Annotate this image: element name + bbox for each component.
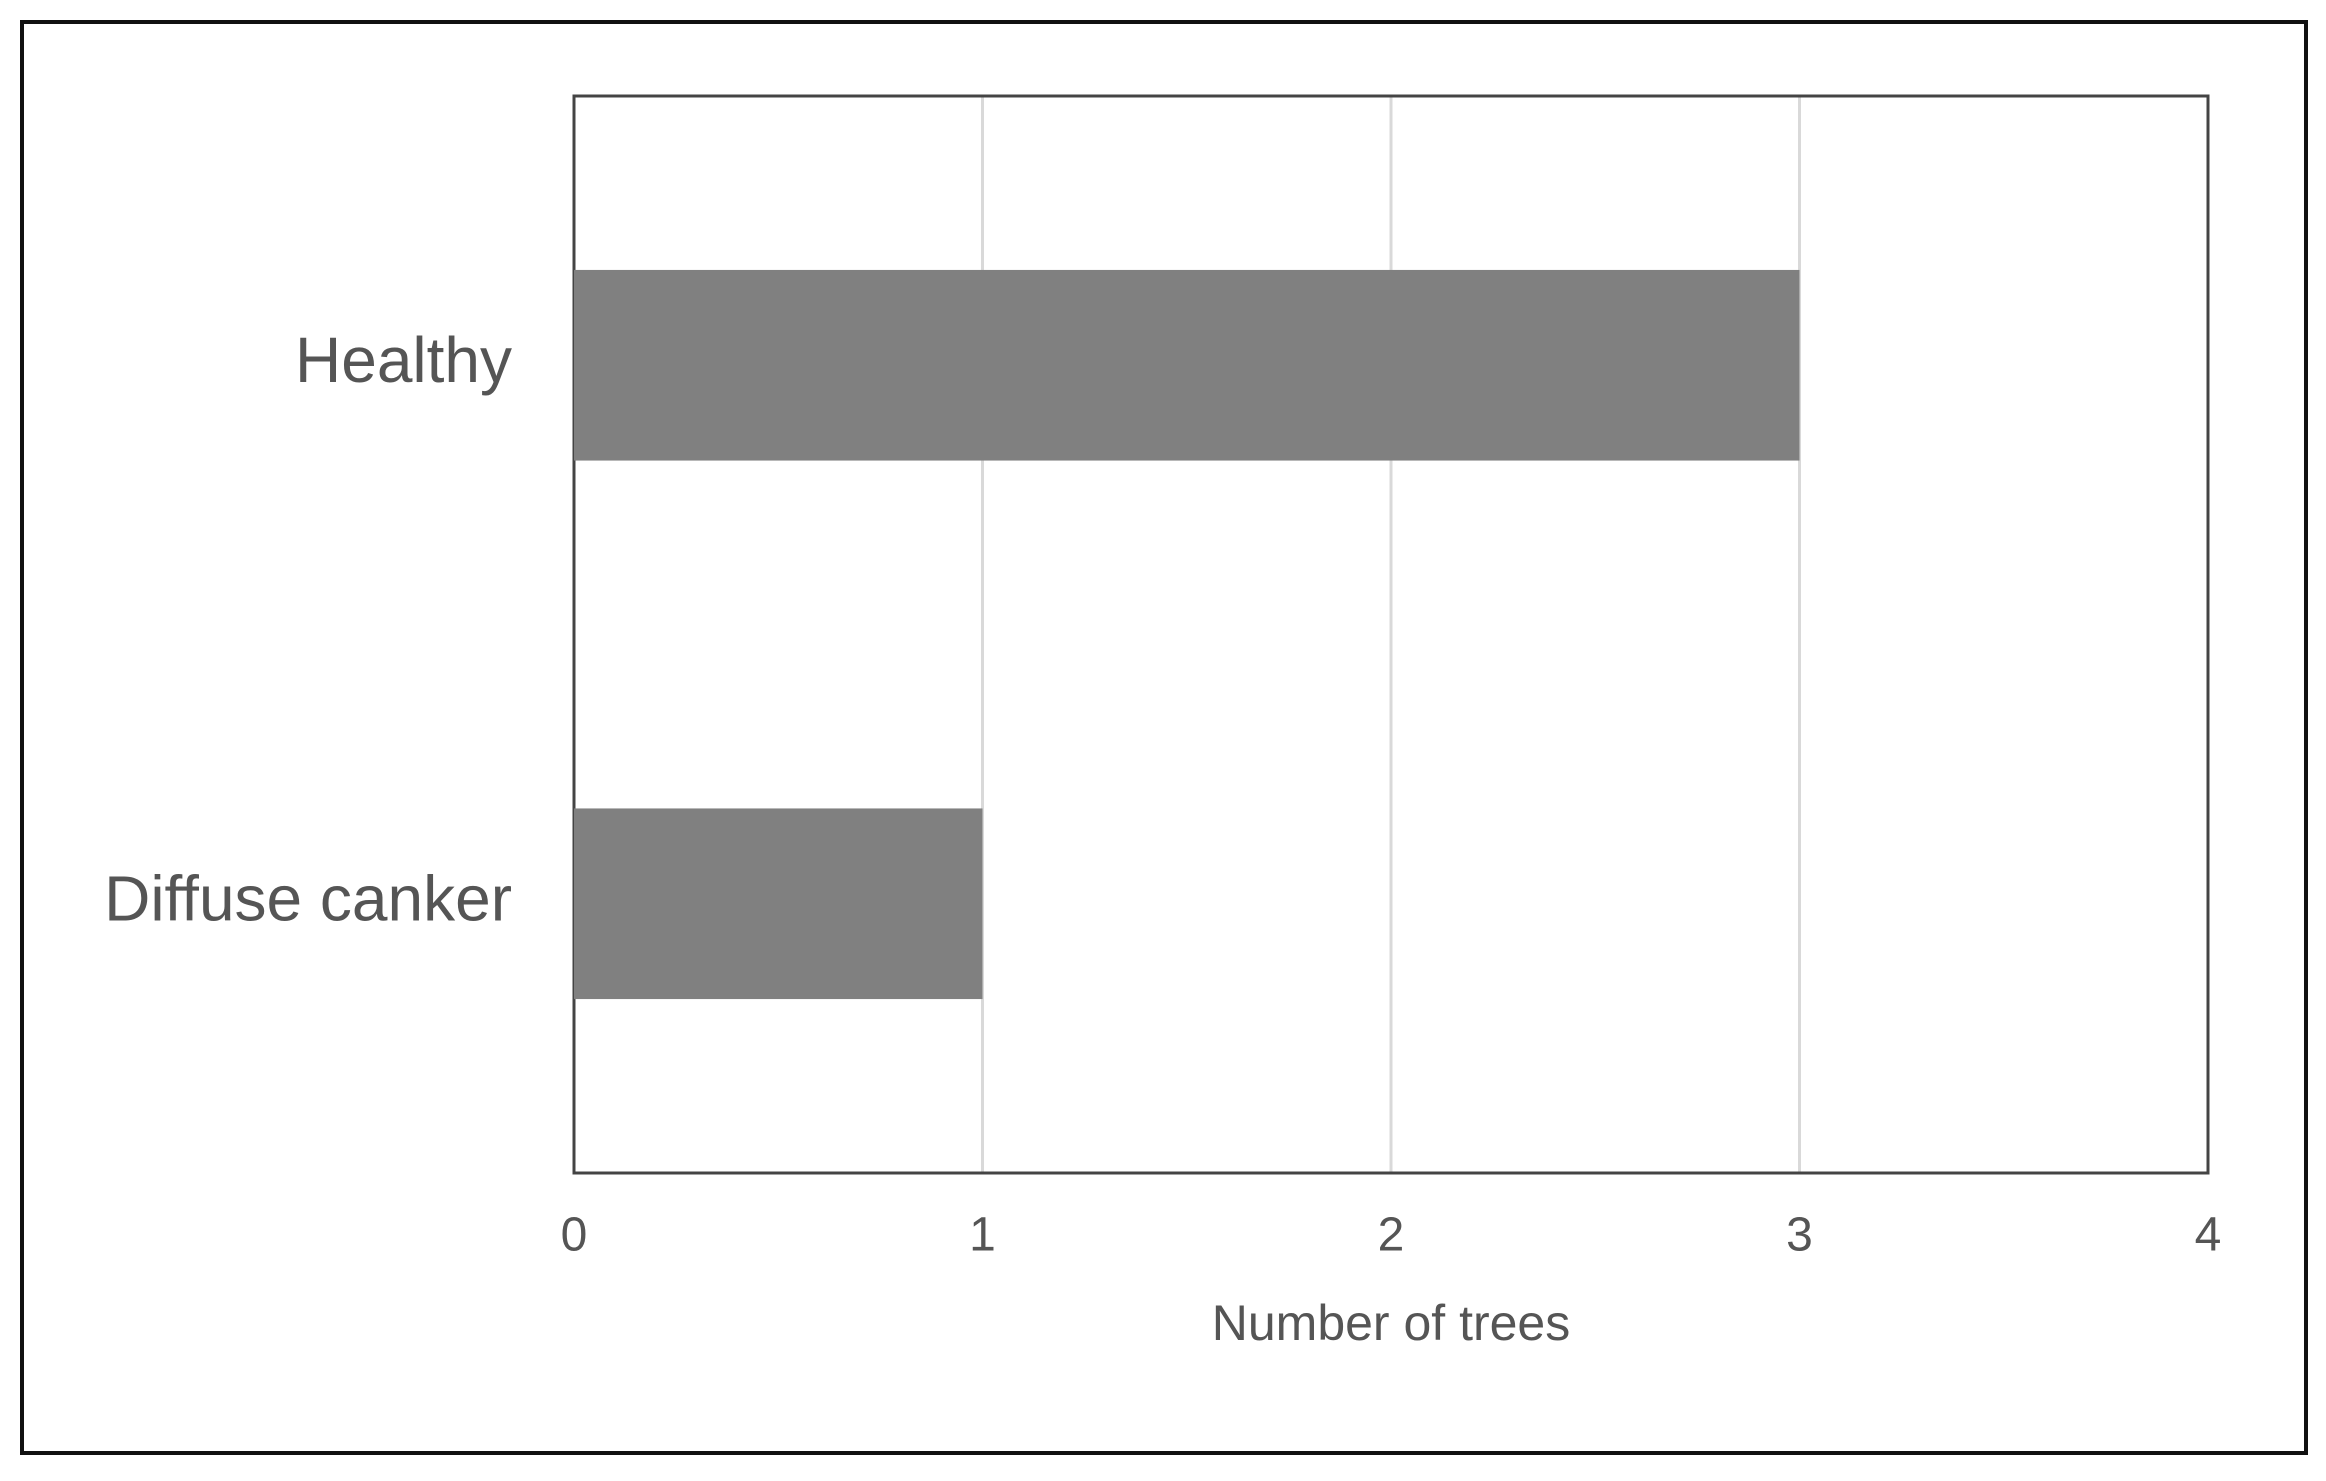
x-tick-label: 2 xyxy=(1378,1209,1405,1262)
x-tick-label: 3 xyxy=(1786,1209,1813,1262)
bar xyxy=(574,269,1800,461)
x-tick-label: 0 xyxy=(561,1209,588,1262)
plot-frame xyxy=(572,94,2210,1175)
bar xyxy=(574,808,983,1000)
x-tick-label: 1 xyxy=(969,1209,996,1262)
x-axis-label: Number of trees xyxy=(1212,1295,1570,1351)
y-tick-label: Healthy xyxy=(295,324,512,396)
x-tick-label: 4 xyxy=(2195,1209,2222,1262)
chart-frame xyxy=(20,20,2308,1455)
y-tick-label: Diffuse canker xyxy=(104,863,512,935)
